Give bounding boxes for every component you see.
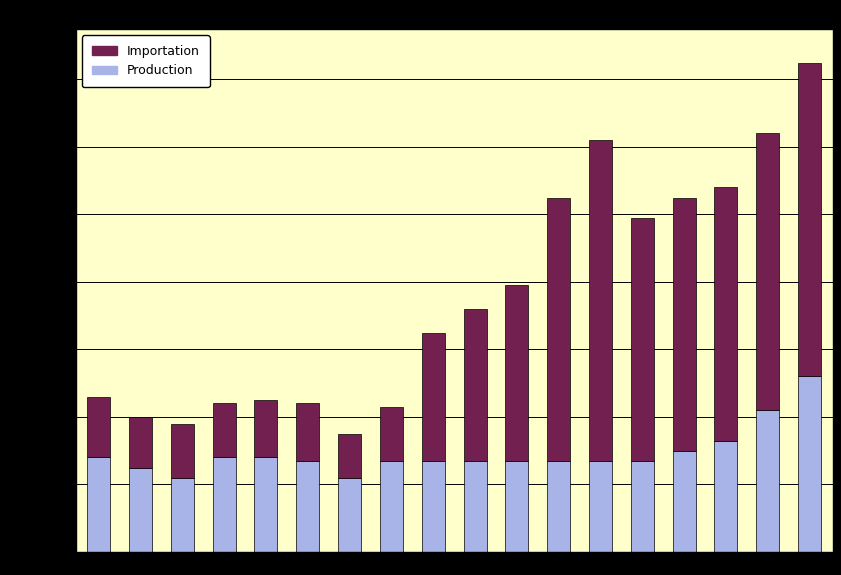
Bar <box>505 285 528 461</box>
Bar <box>129 417 152 467</box>
Bar <box>631 218 653 461</box>
Bar <box>338 434 361 478</box>
Bar <box>87 458 110 552</box>
Bar <box>673 451 696 552</box>
Bar <box>87 397 110 458</box>
Legend: Importation, Production: Importation, Production <box>82 35 209 87</box>
Bar <box>715 187 738 440</box>
Bar <box>631 461 653 552</box>
Bar <box>255 400 278 458</box>
Bar <box>756 410 780 552</box>
Bar <box>547 461 570 552</box>
Bar <box>380 407 403 461</box>
Bar <box>421 332 445 461</box>
Bar <box>589 140 612 461</box>
Bar <box>547 198 570 461</box>
Bar <box>380 461 403 552</box>
Bar <box>255 458 278 552</box>
Bar <box>715 440 738 552</box>
Bar <box>421 461 445 552</box>
Bar <box>756 133 780 410</box>
Bar <box>338 478 361 552</box>
Bar <box>463 309 487 461</box>
Bar <box>171 478 193 552</box>
Bar <box>171 424 193 478</box>
Bar <box>463 461 487 552</box>
Bar <box>129 467 152 552</box>
Bar <box>213 458 235 552</box>
Bar <box>296 461 320 552</box>
Bar <box>213 404 235 458</box>
Bar <box>589 461 612 552</box>
Bar <box>505 461 528 552</box>
Bar <box>673 198 696 451</box>
Bar <box>798 63 821 377</box>
Bar <box>798 377 821 552</box>
Bar <box>296 404 320 461</box>
